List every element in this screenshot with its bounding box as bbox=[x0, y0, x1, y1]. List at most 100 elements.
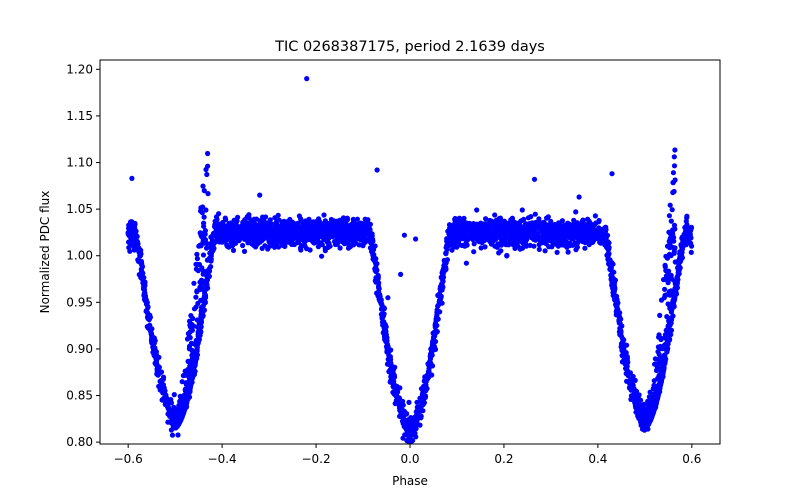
data-point bbox=[189, 379, 195, 385]
data-point bbox=[582, 245, 588, 251]
data-point bbox=[464, 235, 470, 241]
data-point bbox=[535, 225, 541, 231]
data-point bbox=[205, 163, 211, 169]
y-tick-label: 0.80 bbox=[66, 435, 93, 449]
data-point bbox=[541, 219, 547, 225]
data-point bbox=[365, 217, 371, 223]
data-point bbox=[233, 222, 239, 228]
data-point bbox=[342, 224, 348, 231]
data-point bbox=[422, 386, 428, 392]
data-point bbox=[263, 229, 269, 235]
data-point bbox=[683, 242, 689, 248]
data-point bbox=[536, 246, 542, 252]
data-point bbox=[145, 304, 151, 310]
data-point bbox=[204, 171, 210, 178]
data-point bbox=[494, 232, 500, 238]
data-point bbox=[662, 346, 668, 352]
x-tick-label: −0.4 bbox=[208, 452, 237, 466]
data-point bbox=[446, 222, 453, 228]
data-point bbox=[385, 295, 391, 301]
data-point bbox=[194, 256, 200, 262]
data-point bbox=[664, 243, 671, 249]
data-point bbox=[586, 224, 592, 230]
data-point bbox=[665, 301, 671, 307]
data-point bbox=[202, 228, 208, 234]
data-point bbox=[475, 237, 481, 243]
data-point bbox=[198, 297, 204, 303]
data-point bbox=[556, 237, 562, 243]
data-point bbox=[279, 231, 286, 237]
data-point bbox=[180, 410, 187, 416]
data-point bbox=[570, 242, 576, 248]
data-point bbox=[275, 227, 281, 233]
data-point bbox=[349, 229, 355, 235]
data-point bbox=[172, 406, 178, 413]
data-point bbox=[341, 241, 348, 247]
x-tick-label: −0.2 bbox=[301, 452, 330, 466]
y-tick-label: 0.85 bbox=[66, 389, 93, 403]
data-point bbox=[651, 378, 657, 384]
data-point bbox=[659, 374, 665, 381]
data-point bbox=[647, 417, 654, 423]
data-point bbox=[244, 226, 250, 232]
data-point bbox=[185, 358, 191, 364]
data-point bbox=[688, 249, 694, 255]
data-point bbox=[217, 231, 223, 237]
data-point bbox=[280, 242, 286, 248]
data-point bbox=[553, 230, 560, 236]
data-point bbox=[135, 257, 141, 263]
data-point bbox=[471, 241, 477, 247]
data-point bbox=[341, 232, 347, 238]
data-point bbox=[417, 407, 423, 413]
data-point bbox=[430, 338, 436, 344]
data-point bbox=[601, 239, 607, 245]
data-point bbox=[193, 294, 199, 300]
data-point bbox=[255, 222, 261, 228]
data-point bbox=[153, 349, 159, 355]
data-point bbox=[652, 356, 659, 362]
data-point bbox=[180, 373, 186, 379]
data-point bbox=[609, 171, 615, 177]
data-point bbox=[257, 192, 263, 198]
data-point bbox=[198, 208, 204, 214]
data-point bbox=[674, 282, 680, 288]
x-axis-label: Phase bbox=[392, 474, 428, 488]
data-point bbox=[653, 400, 659, 406]
data-point bbox=[453, 242, 459, 248]
data-point bbox=[496, 228, 503, 234]
data-point bbox=[373, 276, 379, 282]
data-point bbox=[565, 249, 571, 255]
data-point bbox=[419, 392, 425, 398]
data-point bbox=[280, 236, 286, 242]
data-point bbox=[267, 217, 273, 223]
data-point bbox=[549, 244, 555, 250]
data-point bbox=[653, 390, 660, 397]
data-point bbox=[421, 378, 427, 384]
data-point bbox=[658, 379, 664, 385]
data-point bbox=[412, 420, 418, 426]
data-point bbox=[542, 248, 548, 254]
data-point bbox=[478, 227, 484, 233]
data-point bbox=[190, 315, 196, 322]
data-point bbox=[667, 202, 673, 208]
data-point bbox=[672, 147, 678, 153]
data-point bbox=[191, 323, 197, 329]
data-point bbox=[306, 236, 312, 243]
data-point bbox=[295, 228, 302, 234]
data-point bbox=[683, 230, 689, 236]
data-point bbox=[572, 223, 578, 229]
data-point bbox=[647, 389, 653, 395]
data-point bbox=[592, 213, 599, 219]
data-point bbox=[556, 224, 562, 230]
data-point bbox=[413, 426, 419, 432]
data-point bbox=[157, 378, 163, 384]
data-point bbox=[548, 218, 554, 224]
data-point bbox=[594, 231, 600, 237]
data-point bbox=[204, 245, 210, 251]
x-tick-label: 0.2 bbox=[494, 452, 513, 466]
data-point bbox=[580, 235, 586, 241]
data-point bbox=[182, 386, 188, 392]
data-point bbox=[559, 218, 566, 224]
data-point bbox=[669, 244, 675, 250]
